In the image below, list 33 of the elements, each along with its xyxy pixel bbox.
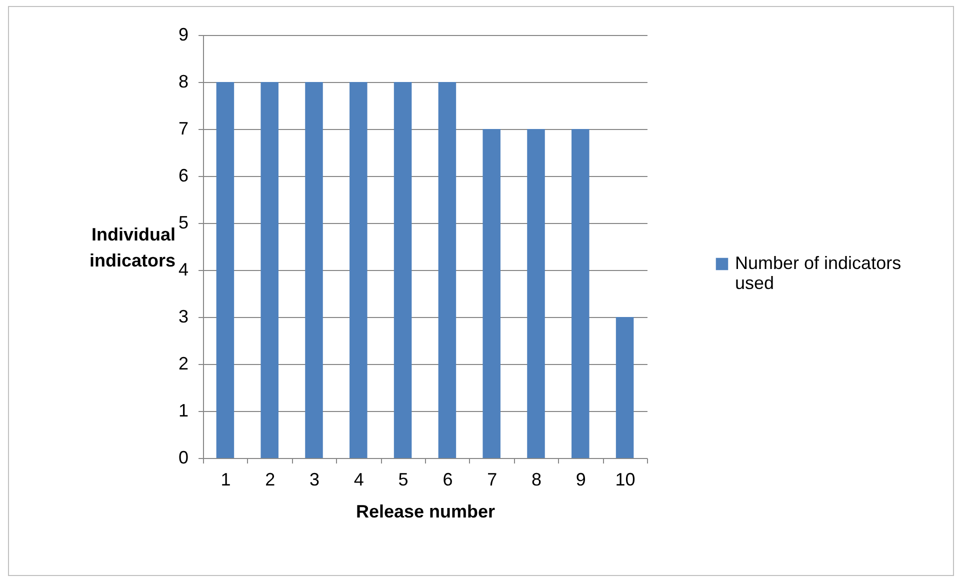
bar xyxy=(572,129,590,458)
bar xyxy=(305,82,323,458)
bar xyxy=(260,82,278,458)
x-tick-label: 9 xyxy=(576,470,586,490)
bar xyxy=(350,82,368,458)
y-tick-label: 8 xyxy=(178,72,188,92)
x-tick-label: 8 xyxy=(531,470,542,490)
bar xyxy=(216,82,234,458)
x-axis-title: Release number xyxy=(356,502,496,522)
y-tick-label: 7 xyxy=(178,118,188,138)
bar xyxy=(482,129,500,458)
x-tick-label: 10 xyxy=(615,470,636,490)
y-axis-title: Individual indicators xyxy=(89,224,176,270)
y-tick-label: 6 xyxy=(178,166,188,186)
bar xyxy=(616,317,634,458)
y-tick-label: 3 xyxy=(178,306,188,326)
y-tick-label: 4 xyxy=(178,260,188,280)
y-tick-label: 9 xyxy=(178,24,188,44)
y-tick-label: 1 xyxy=(178,400,188,420)
x-tick-label: 3 xyxy=(309,470,320,490)
bar xyxy=(394,82,412,458)
bar xyxy=(527,129,545,458)
x-tick-label: 5 xyxy=(398,470,408,490)
x-tick-label: 4 xyxy=(354,470,364,490)
legend-label: Number of indicators used xyxy=(735,253,902,293)
y-tick-label: 0 xyxy=(178,448,188,468)
bar xyxy=(438,82,456,458)
x-tick-label: 6 xyxy=(442,470,453,490)
y-tick-label: 5 xyxy=(178,212,188,232)
y-tick-label: 2 xyxy=(178,354,188,374)
x-tick-label: 1 xyxy=(220,470,231,490)
x-tick-label: 2 xyxy=(265,470,276,490)
x-tick-label: 7 xyxy=(487,470,498,490)
